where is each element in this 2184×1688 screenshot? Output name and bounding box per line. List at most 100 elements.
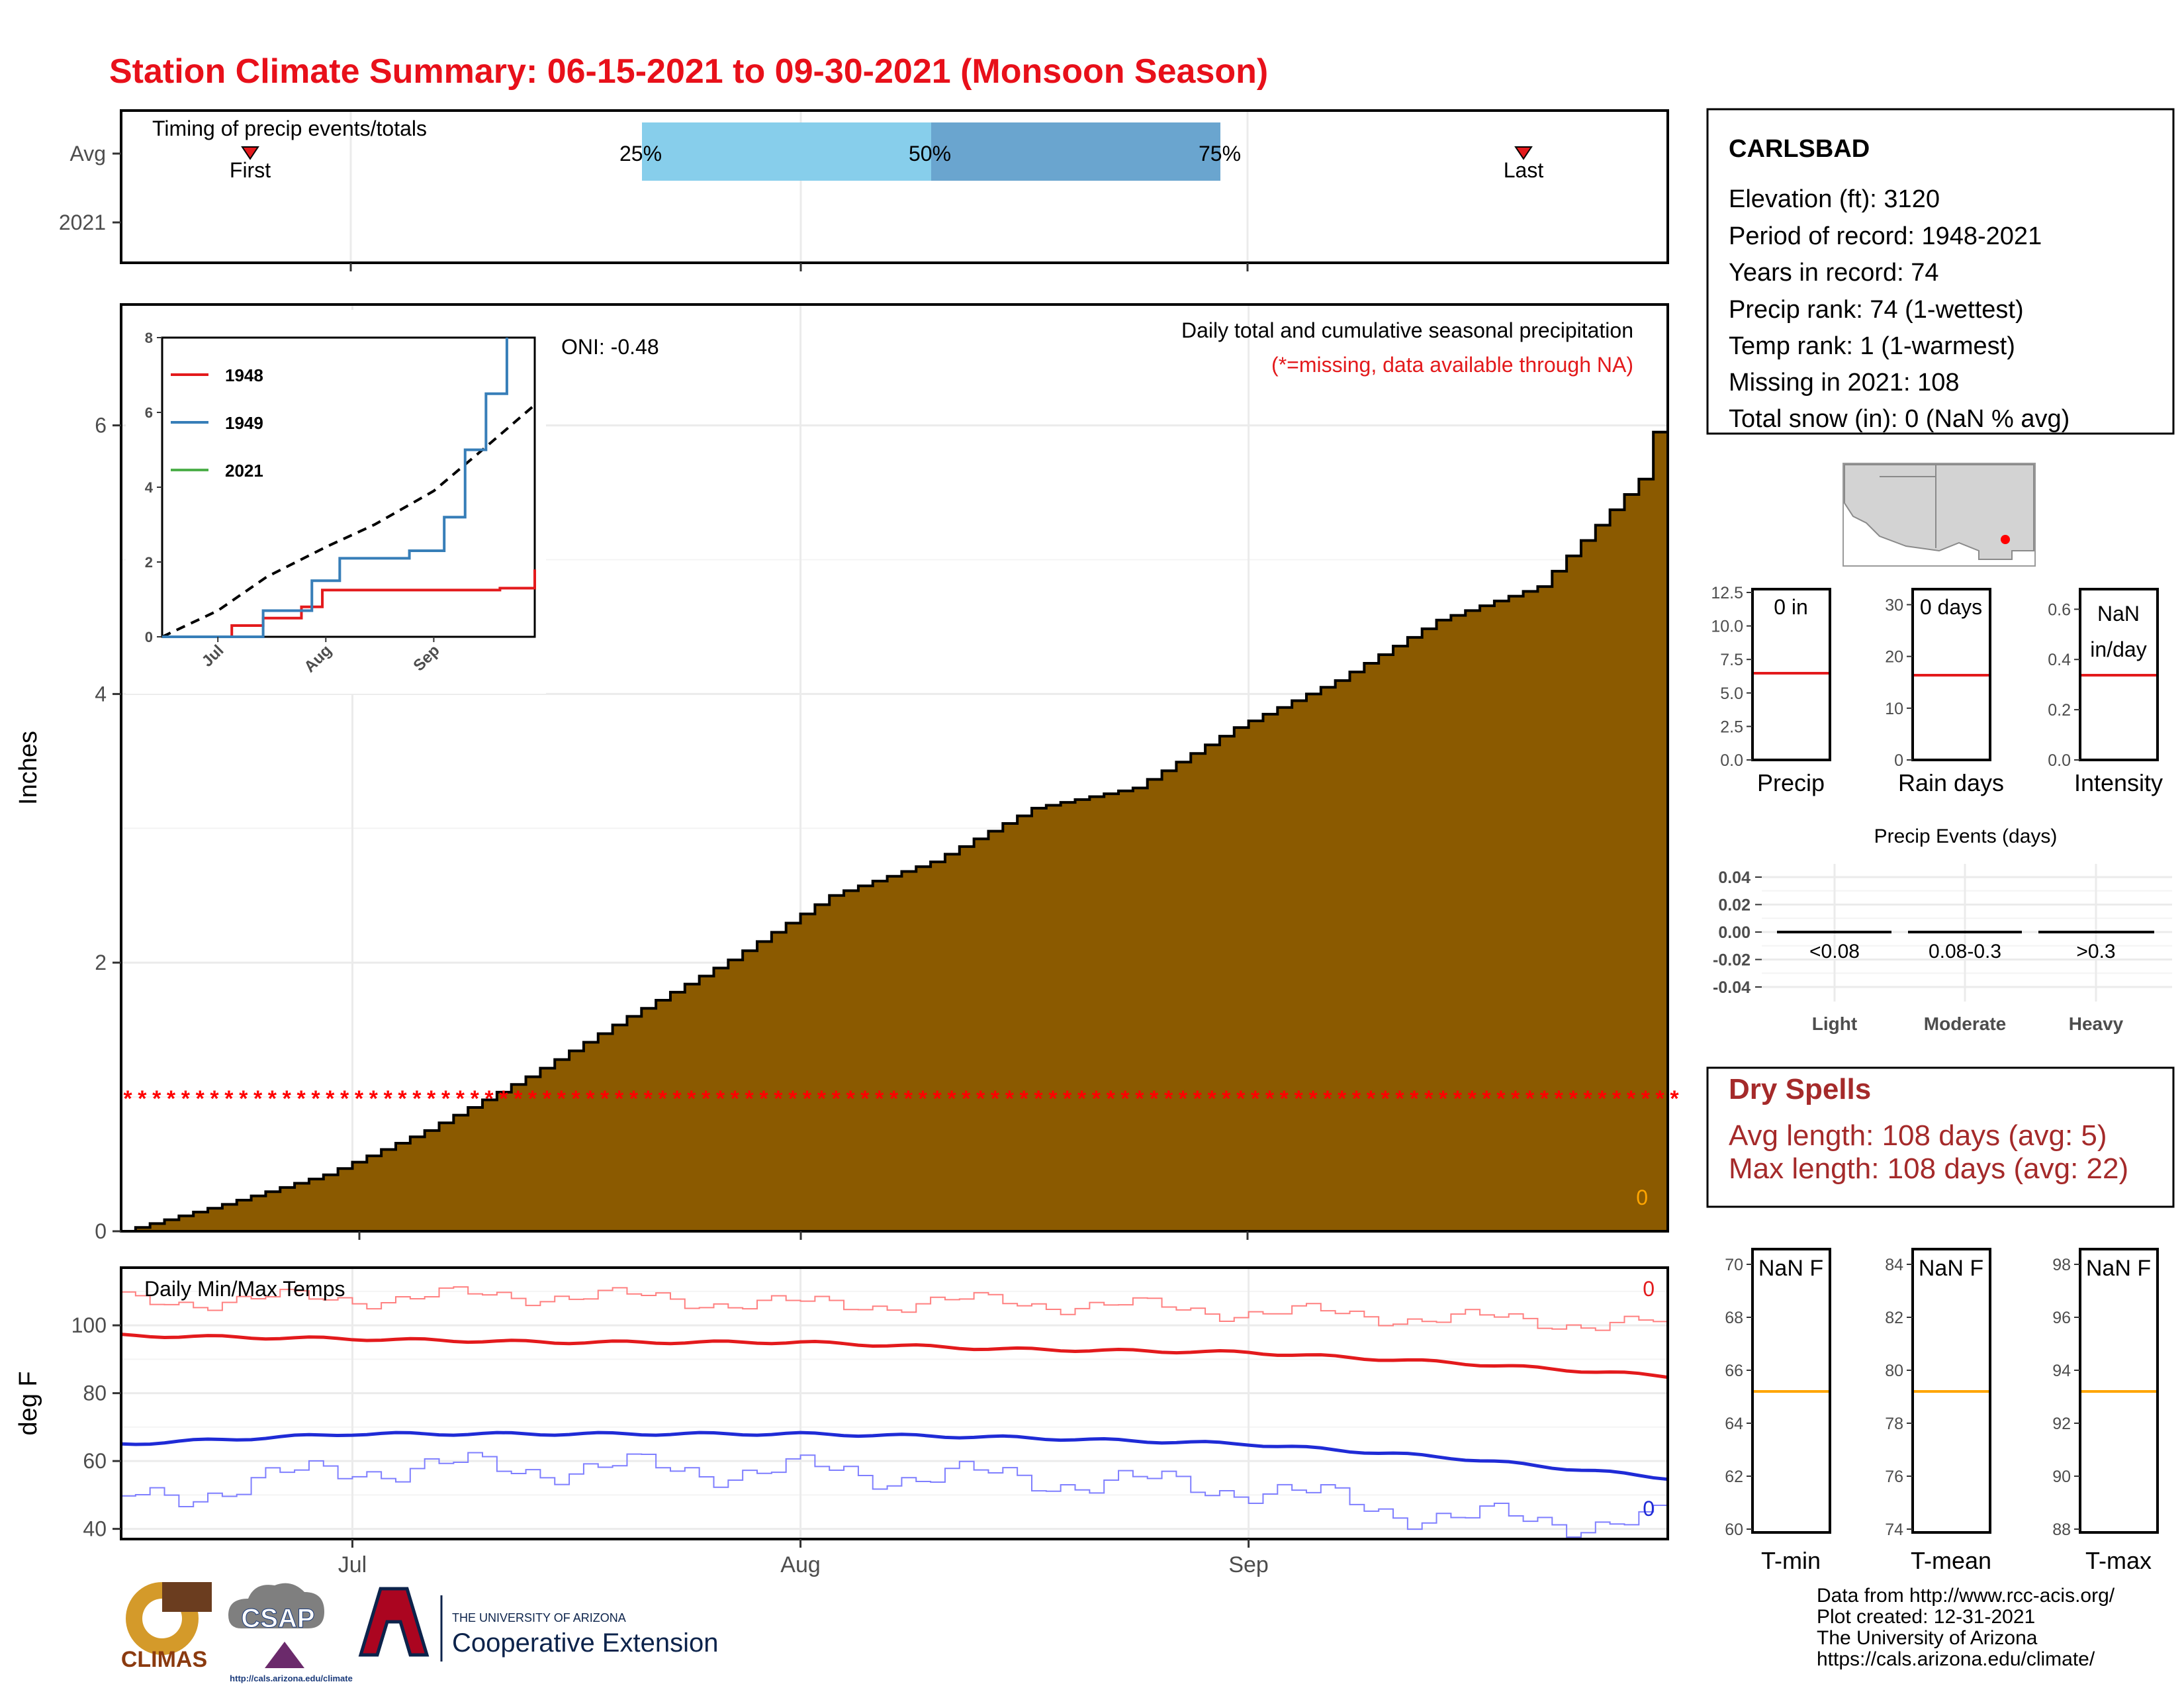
missing-marker: *: [224, 1086, 234, 1111]
dry-spells-title: Dry Spells: [1729, 1073, 1871, 1105]
missing-marker: *: [484, 1086, 494, 1111]
missing-marker: *: [123, 1086, 132, 1111]
missing-marker: *: [803, 1086, 812, 1111]
missing-marker: *: [1308, 1086, 1318, 1111]
missing-marker: *: [644, 1086, 653, 1111]
mini-value: NaN F: [1758, 1256, 1823, 1281]
missing-marker: *: [1555, 1086, 1564, 1111]
mini-label: Rain days: [1898, 769, 2004, 796]
mini-axis: 60 62 64 66 68 70: [1725, 1256, 1752, 1539]
mini-tick-label: 7.5: [1720, 651, 1743, 669]
inset-legend: 1948 1949 2021: [171, 365, 263, 481]
missing-marker: *: [1034, 1086, 1043, 1111]
station-years: Years in record: 74: [1729, 259, 1939, 287]
missing-marker: *: [1150, 1086, 1159, 1111]
mini-tick-label: 0.4: [2048, 651, 2071, 669]
inset-plot-frame: [161, 336, 536, 638]
missing-marker: *: [875, 1086, 884, 1111]
mini-tick-label: 0: [1894, 751, 1903, 770]
credit-line: https://cals.arizona.edu/climate/: [1817, 1648, 2095, 1670]
dry-spells-frame: [1706, 1066, 2175, 1208]
min-count-label: 0: [1643, 1497, 1655, 1521]
station-snow: Total snow (in): 0 (NaN % avg): [1729, 405, 2070, 433]
missing-marker: *: [1381, 1086, 1390, 1111]
missing-marker: *: [1352, 1086, 1361, 1111]
missing-marker: *: [1077, 1086, 1087, 1111]
missing-marker: *: [1295, 1086, 1304, 1111]
credit-line: The University of Arizona: [1817, 1627, 2038, 1649]
climas-logo-text: CLIMAS: [121, 1647, 207, 1672]
y-tick-label: 100: [71, 1313, 107, 1337]
mini-temp-charts: NaN F T-min 60 62 64 66 68 70 NaN F T-mean 74…: [1725, 1248, 2159, 1574]
missing-marker: *: [1496, 1086, 1506, 1111]
avg-min-temp-line: [120, 1430, 1668, 1481]
missing-marker: *: [1482, 1086, 1491, 1111]
credit-line: Plot created: 12-31-2021: [1817, 1606, 2035, 1628]
missing-marker: *: [1107, 1086, 1116, 1111]
timing-ylabel-avg: Avg: [69, 142, 106, 165]
missing-marker: *: [181, 1086, 191, 1111]
missing-marker: *: [976, 1086, 985, 1111]
event-bin-light: <0.08: [1809, 941, 1860, 962]
missing-marker: *: [441, 1086, 451, 1111]
mini-tick-label: 74: [1885, 1521, 1903, 1539]
station-elevation: Elevation (ft): 3120: [1729, 185, 1940, 213]
missing-marker: *: [1424, 1086, 1433, 1111]
missing-marker: *: [889, 1086, 899, 1111]
y-tick-label: 0.04: [1718, 868, 1751, 887]
missing-marker: *: [268, 1086, 277, 1111]
mini-tick-label: 62: [1725, 1468, 1743, 1486]
credits: Data from http://www.rcc-acis.org/ Plot …: [1817, 1585, 2115, 1670]
mini-tick-label: 12.5: [1711, 584, 1743, 602]
mini-precip-amount: 0 in Precip 0.0 2.5 5.0 7.5 10.0 12.5: [1711, 584, 1831, 796]
missing-marker: *: [152, 1086, 161, 1111]
station-info-box: CARLSBAD Elevation (ft): 3120 Period of …: [1706, 108, 2175, 435]
timing-q50-label: 50%: [909, 142, 951, 165]
missing-marker: *: [600, 1086, 610, 1111]
events-grid: [1762, 864, 2172, 1002]
mini-tick-label: 0.0: [1720, 751, 1743, 770]
missing-marker: *: [659, 1086, 668, 1111]
inset-lines: [161, 338, 536, 638]
mini-axis: 0 10 20 30: [1885, 596, 1913, 770]
event-category-heavy: Heavy: [2069, 1013, 2124, 1034]
missing-marker: *: [788, 1086, 797, 1111]
missing-marker: *: [167, 1086, 176, 1111]
mini-tick-label: 76: [1885, 1468, 1903, 1486]
timing-q25-label: 25%: [619, 142, 662, 165]
missing-marker: *: [239, 1086, 248, 1111]
missing-marker: *: [846, 1086, 855, 1111]
credit-line: Data from http://www.rcc-acis.org/: [1817, 1585, 2115, 1607]
missing-count-label: 0: [1636, 1186, 1648, 1209]
missing-marker: *: [1670, 1086, 1679, 1111]
mini-tick-label: 64: [1725, 1415, 1743, 1433]
mini-tick-label: 0.0: [2048, 751, 2071, 770]
mini-value: NaN F: [1919, 1256, 1983, 1281]
mini-tick-label: 82: [1885, 1309, 1903, 1327]
missing-marker: *: [1092, 1086, 1101, 1111]
temp-ylabel: deg F: [15, 1371, 42, 1435]
mini-value-unit: in/day: [2090, 637, 2146, 661]
missing-marker: *: [355, 1086, 364, 1111]
missing-marker: *: [1005, 1086, 1015, 1111]
temp-frame: [120, 1266, 1669, 1540]
arizona-a-icon: [358, 1587, 430, 1657]
missing-marker: *: [1569, 1086, 1578, 1111]
inset-y-tick-label: 4: [145, 479, 154, 496]
mini-tick-label: 98: [2052, 1256, 2071, 1274]
timing-panel: Timing of precip events/totals 25% 50% 7…: [59, 109, 1669, 271]
station-missing: Missing in 2021: 108: [1729, 369, 1960, 397]
missing-marker: *: [860, 1086, 870, 1111]
missing-marker: *: [731, 1086, 740, 1111]
timing-ylabel-2021: 2021: [59, 211, 106, 234]
mini-tick-label: 92: [2052, 1415, 2071, 1433]
station-info-frame: [1706, 108, 2175, 435]
main-ylabel: Inches: [15, 731, 42, 805]
missing-marker: *: [933, 1086, 942, 1111]
mini-axis: 88 90 92 94 96 98: [2052, 1256, 2080, 1539]
missing-marker: *: [528, 1086, 537, 1111]
missing-marker: *: [1020, 1086, 1029, 1111]
missing-marker: *: [210, 1086, 219, 1111]
